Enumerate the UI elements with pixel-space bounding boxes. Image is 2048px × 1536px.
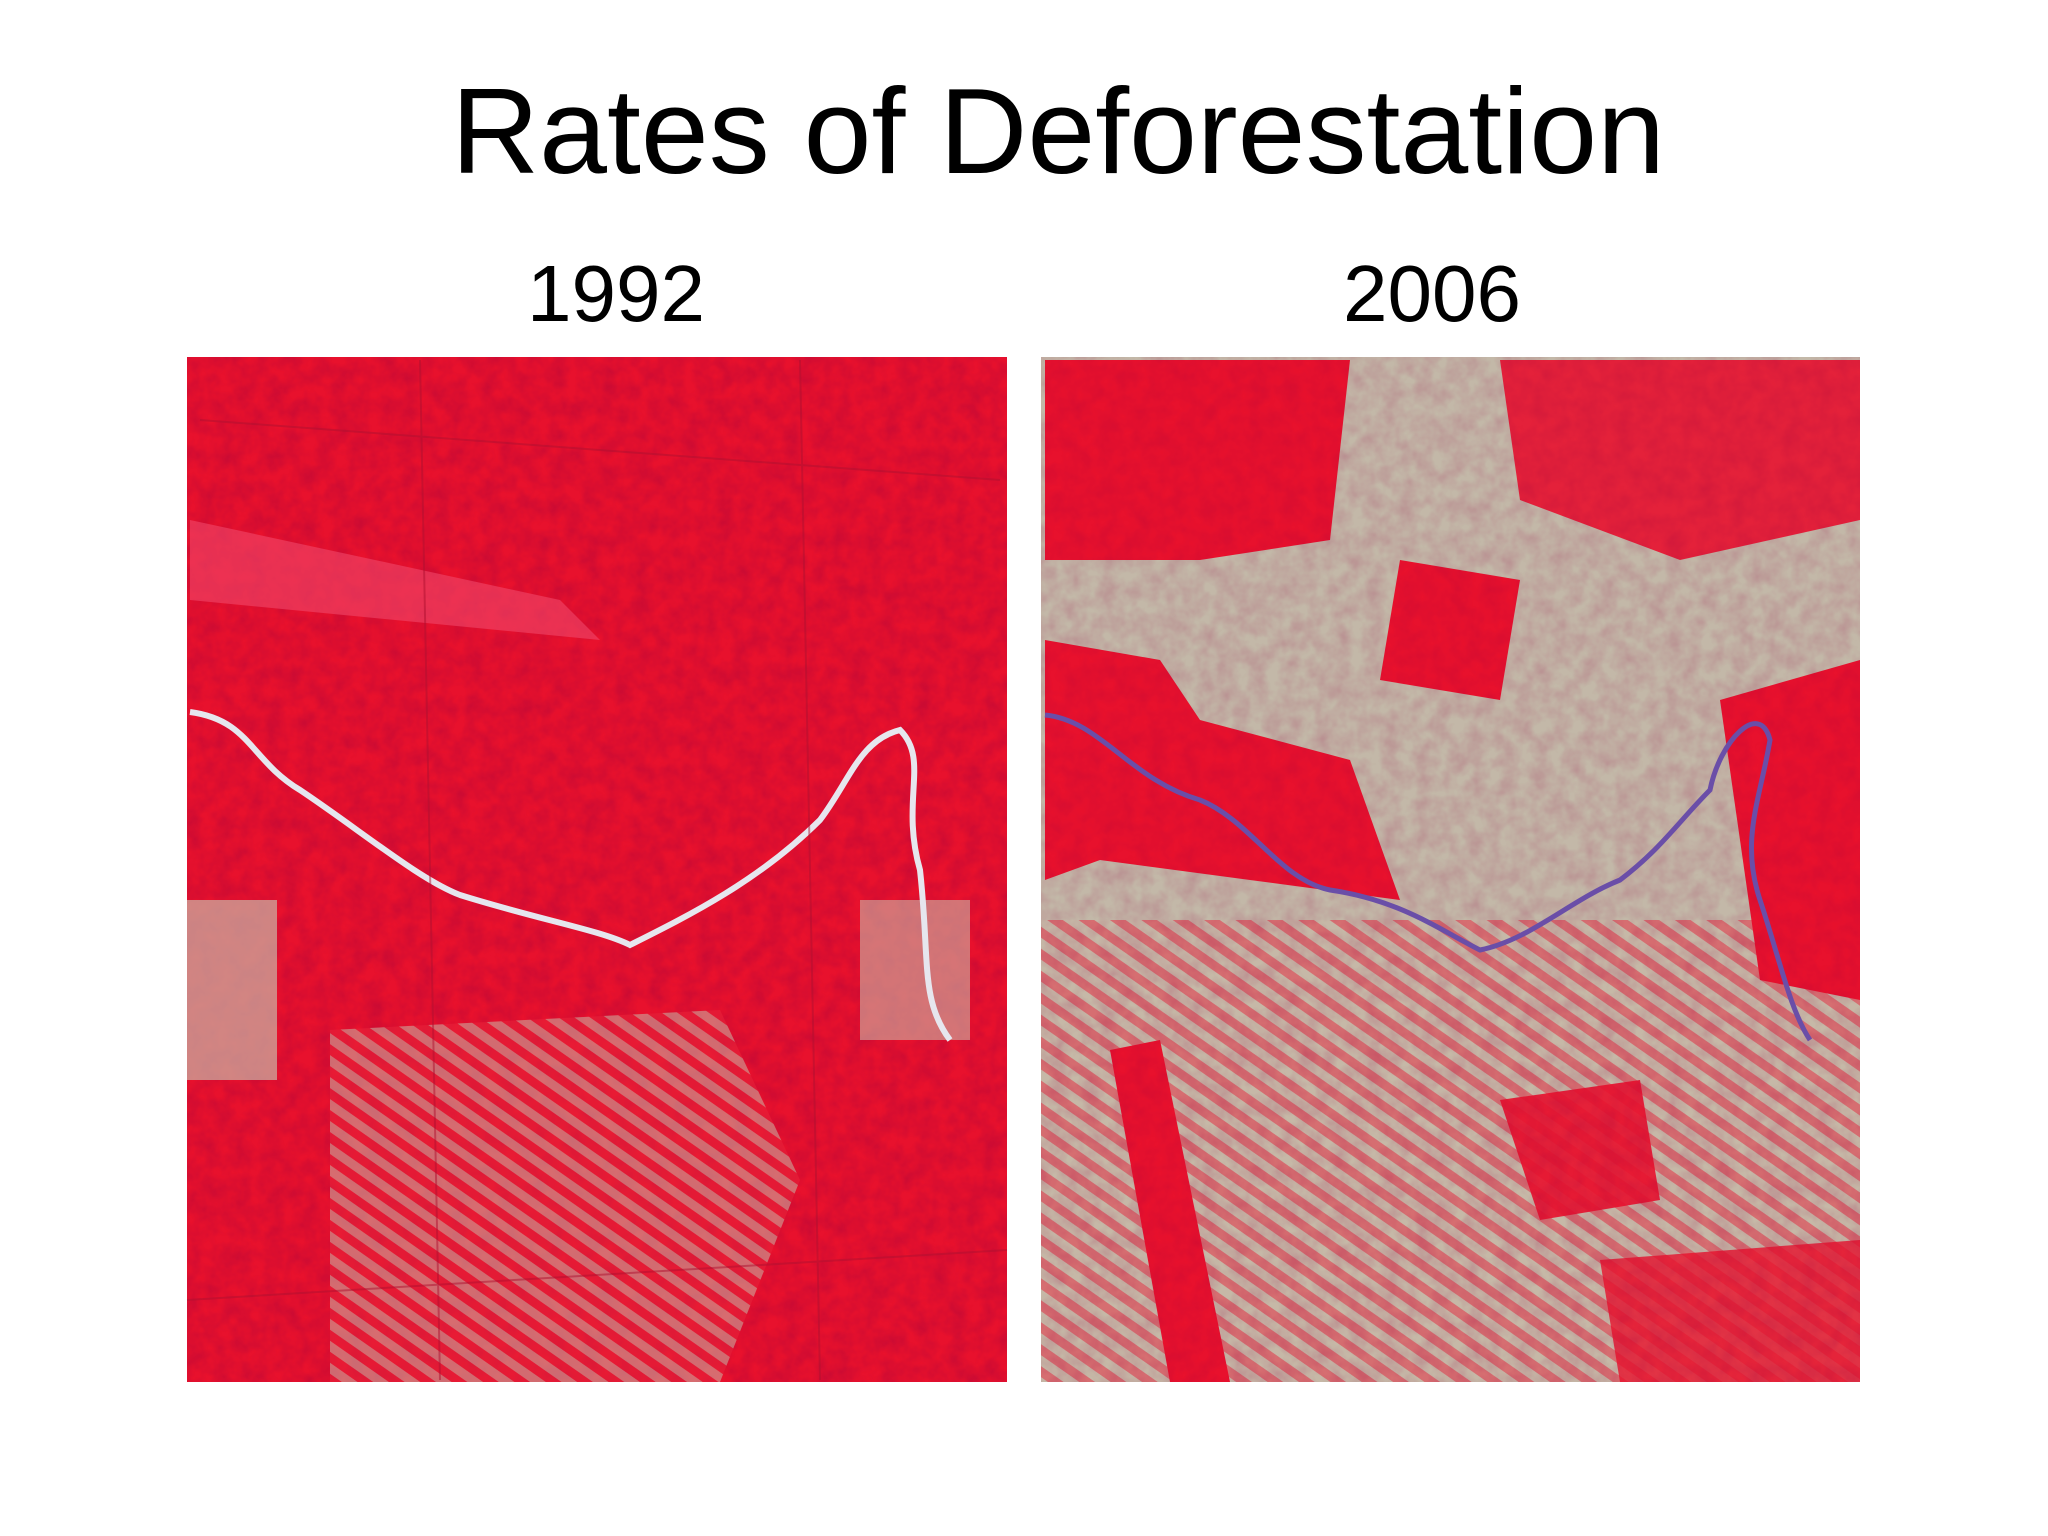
satellite-image (1041, 357, 1860, 1382)
panel-label: 1992 (527, 249, 705, 338)
satellite-image (186, 357, 1008, 1382)
slide-title: Rates of Deforestation (451, 63, 1665, 199)
panel-label: 2006 (1343, 249, 1521, 338)
